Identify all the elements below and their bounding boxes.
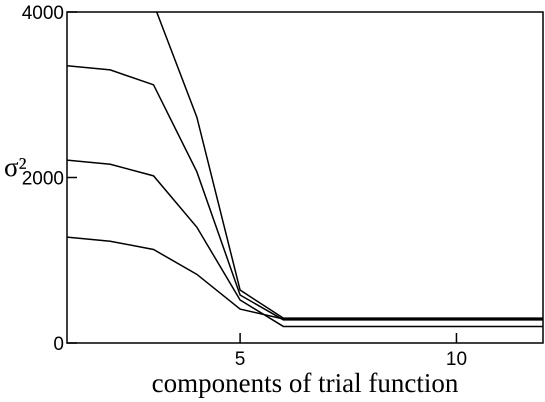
series-line: [67, 236, 543, 320]
y-tick-label: 0: [53, 334, 64, 355]
series-line: [155, 12, 543, 319]
x-tick-label: 10: [446, 349, 467, 370]
y-tick-label: 4000: [22, 3, 64, 24]
x-tick-label: 5: [235, 349, 246, 370]
y-tick-label: 2000: [22, 169, 64, 190]
plot-frame: [66, 11, 544, 344]
series-line: [67, 159, 543, 328]
y-axis-label: σ²: [4, 152, 27, 182]
x-axis-label: components of trial function: [152, 368, 459, 398]
series-line: [67, 65, 543, 321]
